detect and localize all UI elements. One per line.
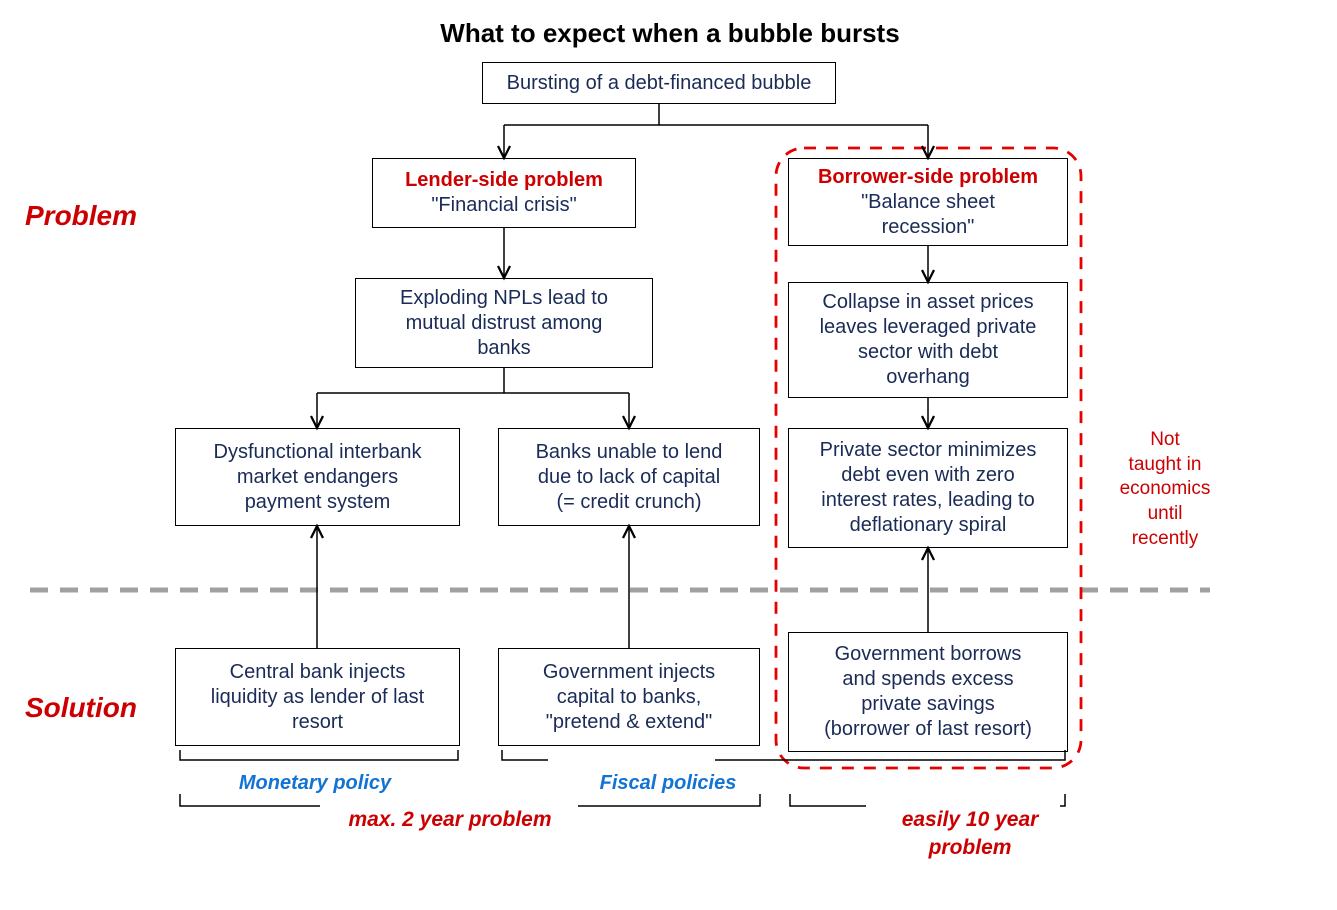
- policy-label-monetary: Monetary policy: [205, 772, 425, 795]
- note-line: Not: [1100, 428, 1230, 453]
- policy-label-fiscal: Fiscal policies: [558, 772, 778, 795]
- node-text: Private sector minimizes: [820, 438, 1037, 463]
- annotation-not-taught: Nottaught ineconomicsuntilrecently: [1100, 428, 1230, 551]
- node-lender_head: Lender-side problem"Financial crisis": [372, 158, 636, 228]
- node-text: Borrower-side problem: [818, 165, 1038, 190]
- node-gov_borrow: Government borrowsand spends excesspriva…: [788, 632, 1068, 752]
- node-gov_capital: Government injectscapital to banks,"pret…: [498, 648, 760, 746]
- node-text: Exploding NPLs lead to: [400, 286, 608, 311]
- node-text: (borrower of last resort): [824, 717, 1032, 742]
- node-credit_crunch: Banks unable to lenddue to lack of capit…: [498, 428, 760, 526]
- note-line: economics: [1100, 477, 1230, 502]
- node-text: due to lack of capital: [538, 465, 720, 490]
- node-text: Lender-side problem: [405, 168, 603, 193]
- node-central_bank: Central bank injectsliquidity as lender …: [175, 648, 460, 746]
- node-text: deflationary spiral: [850, 513, 1007, 538]
- node-text: private savings: [861, 692, 994, 717]
- node-text: Central bank injects: [230, 660, 406, 685]
- duration-label-10yr-line2: problem: [860, 836, 1080, 860]
- node-collapse: Collapse in asset pricesleaves leveraged…: [788, 282, 1068, 398]
- node-text: interest rates, leading to: [821, 488, 1034, 513]
- node-text: and spends excess: [842, 667, 1013, 692]
- node-text: sector with debt: [858, 340, 998, 365]
- node-text: payment system: [245, 490, 391, 515]
- node-text: banks: [477, 336, 530, 361]
- node-text: leaves leveraged private: [820, 315, 1037, 340]
- note-line: taught in: [1100, 453, 1230, 478]
- node-text: Dysfunctional interbank: [214, 440, 422, 465]
- node-text: "Financial crisis": [431, 193, 576, 218]
- chart-title: What to expect when a bubble bursts: [350, 18, 990, 49]
- node-text: (= credit crunch): [556, 490, 701, 515]
- node-text: Government injects: [543, 660, 715, 685]
- node-root: Bursting of a debt-financed bubble: [482, 62, 836, 104]
- duration-label-10yr-line1: easily 10 year: [860, 808, 1080, 832]
- node-text: capital to banks,: [557, 685, 702, 710]
- duration-label-2yr: max. 2 year problem: [310, 808, 590, 832]
- note-line: recently: [1100, 527, 1230, 552]
- node-text: Collapse in asset prices: [822, 290, 1033, 315]
- node-borrower_head: Borrower-side problem"Balance sheetreces…: [788, 158, 1068, 246]
- node-text: Government borrows: [835, 642, 1022, 667]
- node-text: Banks unable to lend: [536, 440, 723, 465]
- node-text: "Balance sheet: [861, 190, 995, 215]
- node-text: recession": [882, 215, 975, 240]
- node-text: overhang: [886, 365, 969, 390]
- section-label-solution: Solution: [25, 692, 137, 724]
- note-line: until: [1100, 502, 1230, 527]
- flowchart-canvas: What to expect when a bubble bursts Prob…: [0, 0, 1337, 910]
- node-text: market endangers: [237, 465, 398, 490]
- node-text: resort: [292, 710, 343, 735]
- node-text: Bursting of a debt-financed bubble: [507, 71, 812, 96]
- node-text: "pretend & extend": [546, 710, 713, 735]
- node-dysfunc: Dysfunctional interbankmarket endangersp…: [175, 428, 460, 526]
- node-text: mutual distrust among: [406, 311, 603, 336]
- node-text: liquidity as lender of last: [211, 685, 424, 710]
- node-deflation: Private sector minimizesdebt even with z…: [788, 428, 1068, 548]
- node-npl: Exploding NPLs lead tomutual distrust am…: [355, 278, 653, 368]
- node-text: debt even with zero: [841, 463, 1014, 488]
- section-label-problem: Problem: [25, 200, 137, 232]
